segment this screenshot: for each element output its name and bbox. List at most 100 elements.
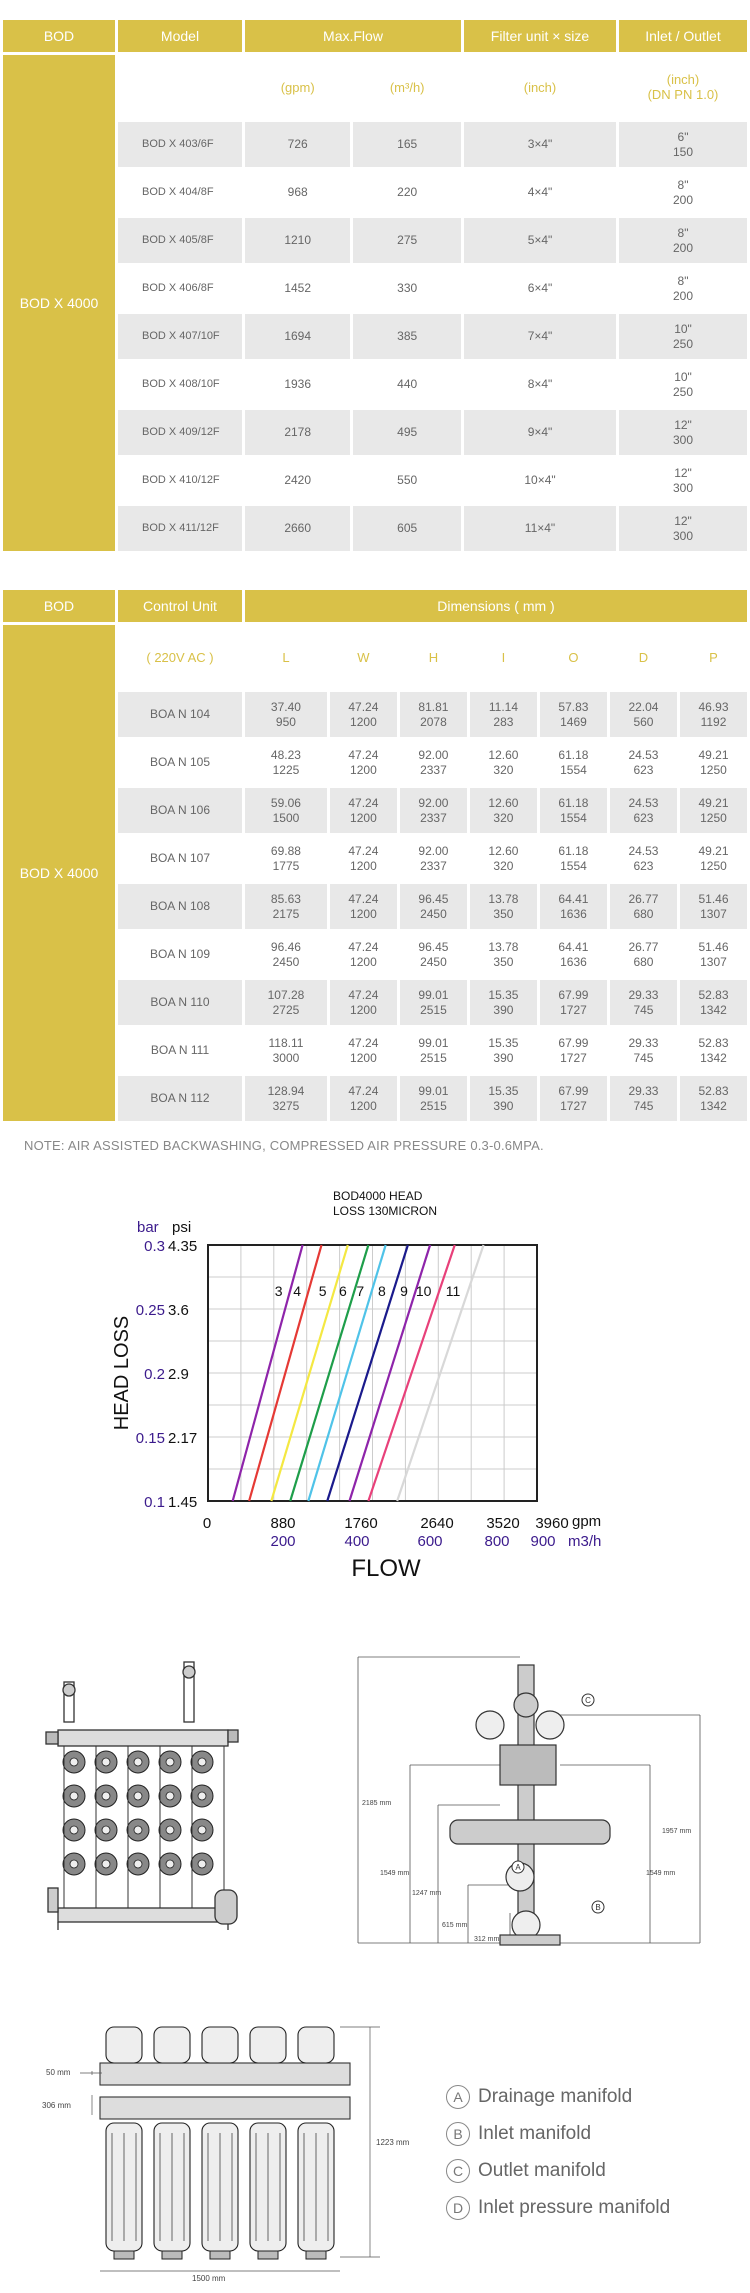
- series-line-8: [326, 1244, 409, 1502]
- group-label: BOD X 4000: [3, 625, 115, 1121]
- m3h-cell: 385: [353, 314, 461, 359]
- dim-mm: 390: [493, 1098, 514, 1113]
- gpm-cell: 1694: [245, 314, 351, 359]
- series-line-4: [248, 1244, 323, 1502]
- dim-1957-label: 1957 mm: [662, 1828, 691, 1835]
- filter-hub-icon: [69, 1859, 79, 1869]
- side-view-drawing: [45, 1661, 239, 1930]
- legend-item-b: B Inlet manifold: [446, 2115, 670, 2152]
- dim-mm: 680: [633, 954, 654, 969]
- dim-mm: 680: [633, 906, 654, 921]
- dim-inch: 13.78: [488, 891, 519, 906]
- filter-cap-icon: [209, 2250, 231, 2260]
- dim-cell: 47.24 1200: [329, 692, 397, 737]
- dim-cell: 26.77 680: [609, 932, 677, 977]
- series-label-9: 9: [400, 1283, 408, 1299]
- m3h-cell: 605: [353, 506, 461, 551]
- dim-inch: 64.41: [558, 891, 589, 906]
- dim-inch: 47.24: [348, 843, 379, 858]
- series-line-11: [396, 1244, 485, 1502]
- inlet-dn: 150: [672, 144, 694, 159]
- filter-hub-icon: [133, 1757, 143, 1767]
- dim-mm: 623: [633, 858, 654, 873]
- filter-top-icon: [201, 2026, 239, 2064]
- dim-mm: 2450: [272, 954, 300, 969]
- col-header-inlet-outlet: Inlet / Outlet: [619, 20, 747, 52]
- dim-inch: 49.21: [698, 795, 729, 810]
- y-unit-bar: bar: [137, 1219, 159, 1236]
- filter-hub-icon: [133, 1859, 143, 1869]
- inlet-inch: 8": [677, 177, 689, 192]
- dim-cell: 24.53 623: [609, 740, 677, 785]
- dim-inch: 128.94: [267, 1083, 305, 1098]
- dim-mm: 1200: [350, 714, 377, 729]
- filter-hub-icon: [197, 1791, 207, 1801]
- inlet-outlet-cell: 12" 300: [619, 458, 747, 503]
- dim-cell: 13.78 350: [469, 932, 537, 977]
- dim-cell: 47.24 1200: [329, 932, 397, 977]
- control-unit-cell: BOA N 104: [118, 692, 242, 737]
- col-header-control-unit: Control Unit: [118, 590, 242, 622]
- model-cell: BOD X 406/8F: [118, 266, 242, 311]
- size-cell: 8×4": [464, 362, 616, 407]
- table-row: BOA N 112 128.94 3275 47.24 1200 99.01 2515 15.…: [3, 1076, 747, 1121]
- col-header-model: Model: [118, 20, 242, 52]
- x-tick-m3h: 400: [344, 1533, 369, 1550]
- gpm-cell: 1452: [245, 266, 351, 311]
- dim-mm: 350: [493, 906, 514, 921]
- dim-inch: 24.53: [628, 747, 659, 762]
- dim-mm: 2725: [272, 1002, 300, 1017]
- model-cell: BOD X 403/6F: [118, 122, 242, 167]
- series-line-9: [348, 1244, 432, 1502]
- filter-top-icon: [297, 2026, 335, 2064]
- control-unit-cell: BOA N 106: [118, 788, 242, 833]
- x-tick-gpm: 3520: [486, 1515, 519, 1532]
- table-row: BOD X 408/10F 1936 440 8×4" 10" 250: [3, 362, 747, 407]
- m3h-cell: 495: [353, 410, 461, 455]
- model-cell: BOD X 411/12F: [118, 506, 242, 551]
- dim-inch: 26.77: [628, 939, 659, 954]
- dim-inch: 29.33: [628, 1035, 659, 1050]
- filter-top-icon: [105, 2026, 143, 2064]
- size-cell: 6×4": [464, 266, 616, 311]
- dim-mm: 1775: [272, 858, 300, 873]
- dim-1247-label: 1247 mm: [412, 1890, 441, 1897]
- dim-mm: 1200: [350, 1098, 377, 1113]
- col-header-bod: BOD: [3, 20, 115, 52]
- dim-cell: 29.33 745: [609, 1028, 677, 1073]
- size-cell: 3×4": [464, 122, 616, 167]
- y-tick-bar: 0.2: [144, 1366, 165, 1383]
- dim-inch: 12.60: [488, 747, 519, 762]
- dim-col-l: L: [282, 649, 290, 665]
- dim-inch: 51.46: [698, 939, 729, 954]
- dim-mm: 1250: [700, 762, 727, 777]
- size-cell: 5×4": [464, 218, 616, 263]
- inlet-dn: 200: [672, 288, 694, 303]
- size-cell: 11×4": [464, 506, 616, 551]
- dim-cell: 12.60 320: [469, 788, 537, 833]
- col-header-filter-unit: Filter unit × size: [464, 20, 616, 52]
- table-row: BOD X 409/12F 2178 495 9×4" 12" 300: [3, 410, 747, 455]
- series-label-11: 11: [446, 1283, 461, 1299]
- dim-cell: 11.14 283: [469, 692, 537, 737]
- dim-mm: 560: [633, 714, 654, 729]
- manifold-legend: A Drainage manifold B Inlet manifold C Outl…: [446, 2078, 670, 2226]
- dim-cell: 12.60 320: [469, 740, 537, 785]
- dim-inch: 57.83: [558, 699, 589, 714]
- y-tick-bar: 0.25: [136, 1302, 165, 1319]
- gpm-cell: 726: [245, 122, 351, 167]
- table-row: BOA N 105 48.23 1225 47.24 1200 92.00 2337 12.6…: [3, 740, 747, 785]
- filter-hub-icon: [165, 1859, 175, 1869]
- dim-cell: 15.35 390: [469, 1028, 537, 1073]
- table-row: BOA N 107 69.88 1775 47.24 1200 92.00 2337 12.6…: [3, 836, 747, 881]
- dim-inch: 13.78: [488, 939, 519, 954]
- col-header-max-flow: Max.Flow: [245, 20, 461, 52]
- table-row: BOD X 405/8F 1210 275 5×4" 8" 200: [3, 218, 747, 263]
- table-row: BOA N 104 37.40 950 47.24 1200 81.81 2078 11.14…: [3, 692, 747, 737]
- dim-mm: 283: [493, 714, 514, 729]
- dim-inch: 81.81: [418, 699, 449, 714]
- legend-label-b: Inlet manifold: [478, 2122, 592, 2144]
- filter-top-icon: [153, 2026, 191, 2064]
- dim-col-w: W: [357, 649, 370, 665]
- unit-dn-pn: (DN PN 1.0): [647, 87, 719, 102]
